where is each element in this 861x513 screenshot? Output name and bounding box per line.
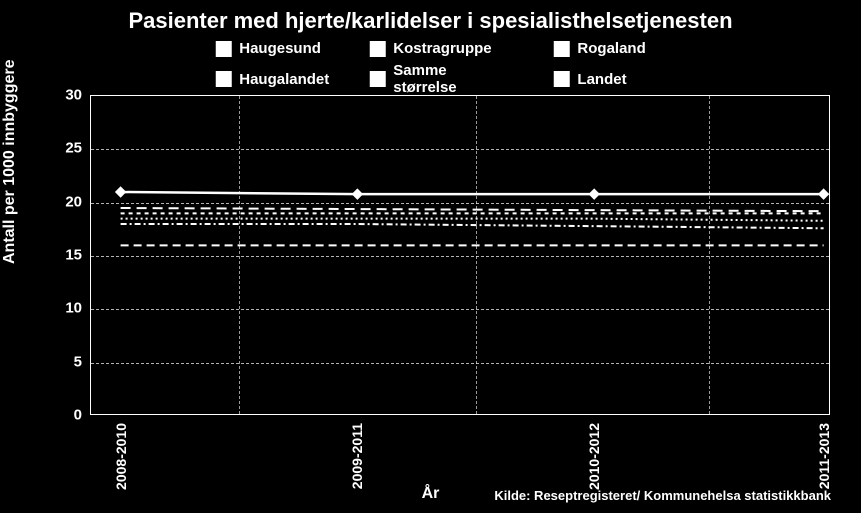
chart-legend: Haugesund Kostragruppe Rogaland Haugalandet… — [215, 40, 646, 96]
grid-line-h — [91, 256, 829, 257]
legend-item: Landet — [553, 62, 645, 96]
grid-line-h — [91, 309, 829, 310]
y-tick-label: 30 — [52, 87, 82, 104]
legend-label: Haugesund — [239, 40, 321, 57]
legend-item: Haugalandet — [215, 62, 329, 96]
x-tick-label: 2008-2010 — [113, 423, 129, 490]
chart-title: Pasienter med hjerte/karlidelser i spesi… — [0, 8, 861, 34]
legend-label: Haugalandet — [239, 71, 329, 88]
grid-line-h — [91, 363, 829, 364]
legend-label: Landet — [577, 71, 626, 88]
legend-swatch — [369, 41, 385, 57]
series-line-landet — [121, 208, 824, 211]
plot-area — [90, 95, 830, 415]
y-tick-label: 0 — [52, 407, 82, 424]
x-axis-title: År — [422, 485, 440, 503]
legend-swatch — [369, 71, 385, 87]
grid-line-v — [476, 96, 477, 414]
y-tick-label: 25 — [52, 140, 82, 157]
legend-label: Rogaland — [577, 40, 645, 57]
y-tick-label: 10 — [52, 300, 82, 317]
series-svg — [91, 96, 829, 414]
y-axis-title: Antall per 1000 innbyggere — [1, 59, 19, 264]
series-marker — [589, 189, 599, 199]
chart-container: Pasienter med hjerte/karlidelser i spesi… — [0, 0, 861, 513]
legend-item: Haugesund — [215, 40, 329, 57]
y-tick-label: 15 — [52, 247, 82, 264]
legend-label: Kostragruppe — [393, 40, 491, 57]
series-line-haugesund — [121, 192, 824, 194]
legend-swatch — [553, 41, 569, 57]
legend-swatch — [215, 41, 231, 57]
legend-item: Samme størrelse — [369, 62, 513, 96]
y-tick-label: 5 — [52, 353, 82, 370]
grid-line-h — [91, 149, 829, 150]
legend-item: Kostragruppe — [369, 40, 513, 57]
grid-line-v — [239, 96, 240, 414]
x-tick-label: 2010-2012 — [586, 423, 602, 490]
series-marker — [819, 189, 829, 199]
y-tick-label: 20 — [52, 193, 82, 210]
grid-line-h — [91, 203, 829, 204]
grid-line-v — [709, 96, 710, 414]
legend-swatch — [553, 71, 569, 87]
x-tick-label: 2011-2013 — [816, 423, 832, 489]
series-line-samme-størrelse — [121, 224, 824, 228]
series-marker — [352, 189, 362, 199]
legend-item: Rogaland — [553, 40, 645, 57]
series-line-haugalandet — [121, 219, 824, 221]
series-marker — [116, 187, 126, 197]
legend-label: Samme størrelse — [393, 62, 513, 96]
legend-swatch — [215, 71, 231, 87]
source-text: Kilde: Reseptregisteret/ Kommunehelsa st… — [494, 488, 831, 503]
x-tick-label: 2009-2011 — [349, 423, 365, 489]
